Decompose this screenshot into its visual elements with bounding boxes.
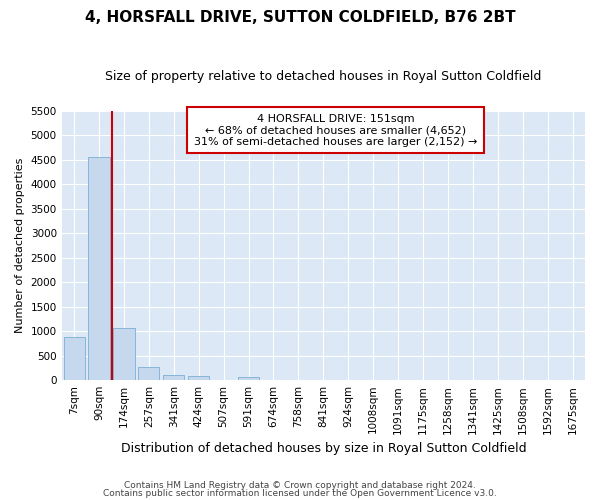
Text: 4 HORSFALL DRIVE: 151sqm
← 68% of detached houses are smaller (4,652)
31% of sem: 4 HORSFALL DRIVE: 151sqm ← 68% of detach…	[194, 114, 478, 147]
Bar	[188, 376, 209, 380]
Bar	[138, 366, 160, 380]
Y-axis label: Number of detached properties: Number of detached properties	[15, 158, 25, 333]
Bar	[238, 378, 259, 380]
Bar	[163, 376, 184, 380]
Title: Size of property relative to detached houses in Royal Sutton Coldfield: Size of property relative to detached ho…	[105, 70, 542, 83]
Text: Contains public sector information licensed under the Open Government Licence v3: Contains public sector information licen…	[103, 488, 497, 498]
Bar	[64, 337, 85, 380]
Bar	[88, 156, 110, 380]
X-axis label: Distribution of detached houses by size in Royal Sutton Coldfield: Distribution of detached houses by size …	[121, 442, 526, 455]
Text: 4, HORSFALL DRIVE, SUTTON COLDFIELD, B76 2BT: 4, HORSFALL DRIVE, SUTTON COLDFIELD, B76…	[85, 10, 515, 25]
Bar	[113, 328, 134, 380]
Text: Contains HM Land Registry data © Crown copyright and database right 2024.: Contains HM Land Registry data © Crown c…	[124, 481, 476, 490]
